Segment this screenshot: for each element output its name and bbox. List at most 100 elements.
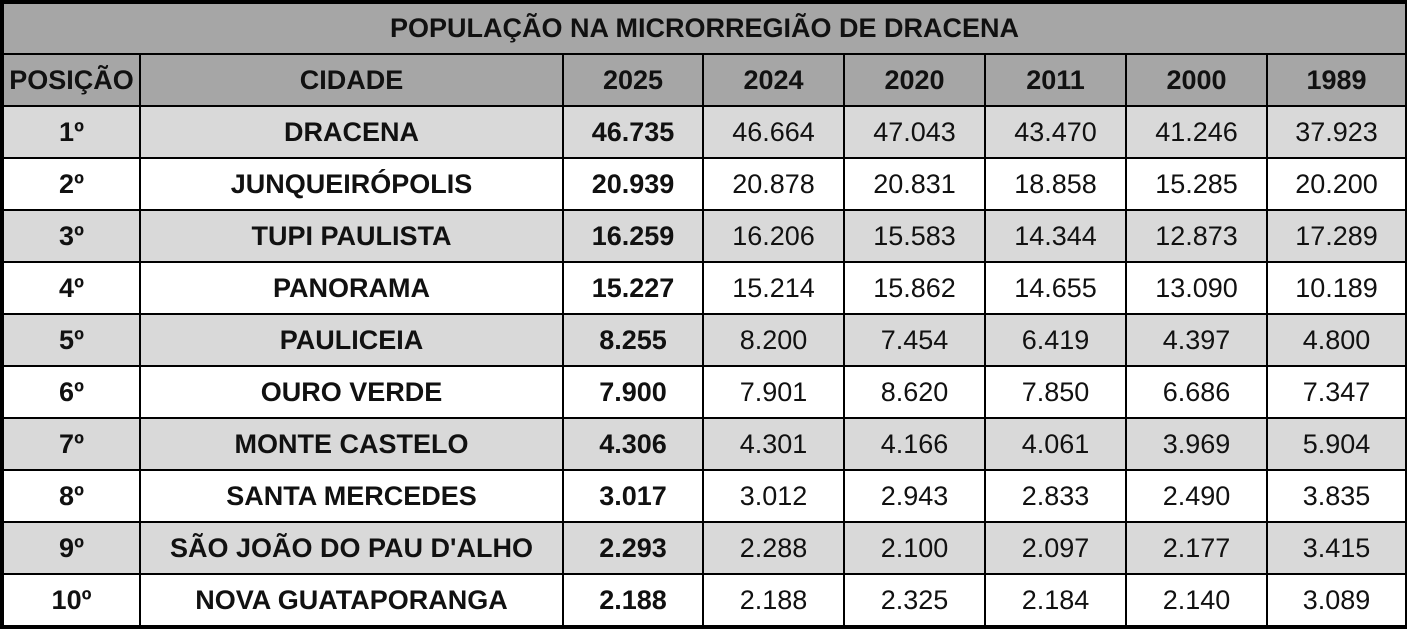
row-value-2024: 4.301 [702,417,845,471]
row-city: OURO VERDE [139,365,564,419]
row-position: 3º [2,209,141,263]
row-value-2025: 7.900 [562,365,704,419]
row-value-2020: 15.583 [843,209,986,263]
column-header-position: POSIÇÃO [2,53,141,107]
row-value-2024: 2.188 [702,573,845,627]
row-value-2024: 20.878 [702,157,845,211]
row-position: 9º [2,521,141,575]
row-value-1989: 3.089 [1265,573,1407,627]
row-city: PANORAMA [139,261,564,315]
row-value-2024: 46.664 [702,105,845,159]
row-value-1989: 37.923 [1265,105,1407,159]
row-value-2020: 8.620 [843,365,986,419]
column-header-2011: 2011 [984,53,1127,107]
row-value-2011: 14.344 [984,209,1127,263]
row-value-2025: 20.939 [562,157,704,211]
row-value-2000: 41.246 [1125,105,1268,159]
row-value-1989: 17.289 [1265,209,1407,263]
table-title-row: POPULAÇÃO NA MICRORREGIÃO DE DRACENA [1,2,1407,55]
row-value-2020: 20.831 [843,157,986,211]
table-row: 1º DRACENA 46.735 46.664 47.043 43.470 4… [2,105,1407,159]
row-value-2025: 2.188 [562,573,704,627]
row-value-2025: 2.293 [562,521,704,575]
row-value-2024: 15.214 [702,261,845,315]
row-value-2000: 2.177 [1125,521,1268,575]
row-position: 2º [2,157,141,211]
row-city: SANTA MERCEDES [139,469,564,523]
column-header-2024: 2024 [702,53,845,107]
row-value-2011: 2.097 [984,521,1127,575]
row-value-1989: 20.200 [1265,157,1407,211]
row-city: DRACENA [139,105,564,159]
table-row: 8º SANTA MERCEDES 3.017 3.012 2.943 2.83… [2,469,1407,523]
row-city: MONTE CASTELO [139,417,564,471]
row-city: SÃO JOÃO DO PAU D'ALHO [139,521,564,575]
column-header-2020: 2020 [843,53,986,107]
row-value-2011: 6.419 [984,313,1127,367]
row-value-2025: 16.259 [562,209,704,263]
row-value-2024: 3.012 [702,469,845,523]
table-row: 10º NOVA GUATAPORANGA 2.188 2.188 2.325 … [2,573,1407,627]
row-value-2011: 2.833 [984,469,1127,523]
row-value-2011: 2.184 [984,573,1127,627]
row-value-1989: 5.904 [1265,417,1407,471]
row-value-2000: 13.090 [1125,261,1268,315]
row-value-2000: 12.873 [1125,209,1268,263]
row-value-2020: 2.325 [843,573,986,627]
row-position: 8º [2,469,141,523]
row-value-2020: 2.100 [843,521,986,575]
row-value-2025: 46.735 [562,105,704,159]
table-row: 9º SÃO JOÃO DO PAU D'ALHO 2.293 2.288 2.… [2,521,1407,575]
row-city: NOVA GUATAPORANGA [139,573,564,627]
row-value-2025: 4.306 [562,417,704,471]
row-value-2020: 4.166 [843,417,986,471]
row-city: TUPI PAULISTA [139,209,564,263]
row-value-2000: 2.140 [1125,573,1268,627]
row-value-2024: 7.901 [702,365,845,419]
row-position: 6º [2,365,141,419]
row-value-2024: 16.206 [702,209,845,263]
row-value-2011: 4.061 [984,417,1127,471]
table-row: 2º JUNQUEIRÓPOLIS 20.939 20.878 20.831 1… [2,157,1407,211]
row-value-2000: 2.490 [1125,469,1268,523]
row-value-1989: 10.189 [1265,261,1407,315]
row-position: 1º [2,105,141,159]
row-value-2011: 14.655 [984,261,1127,315]
row-value-2024: 8.200 [702,313,845,367]
row-value-2020: 2.943 [843,469,986,523]
row-position: 5º [2,313,141,367]
row-position: 10º [2,573,141,627]
row-value-2025: 3.017 [562,469,704,523]
column-header-1989: 1989 [1265,53,1407,107]
column-header-row: POSIÇÃO CIDADE 2025 2024 2020 2011 2000 … [2,53,1407,107]
row-value-2020: 7.454 [843,313,986,367]
row-value-2020: 15.862 [843,261,986,315]
row-value-1989: 3.835 [1265,469,1407,523]
column-header-2025: 2025 [562,53,704,107]
row-value-2000: 6.686 [1125,365,1268,419]
row-value-1989: 7.347 [1265,365,1407,419]
row-value-2020: 47.043 [843,105,986,159]
row-value-2011: 43.470 [984,105,1127,159]
row-value-2000: 4.397 [1125,313,1268,367]
row-value-1989: 3.415 [1265,521,1407,575]
table-row: 7º MONTE CASTELO 4.306 4.301 4.166 4.061… [2,417,1407,471]
row-position: 7º [2,417,141,471]
row-value-2024: 2.288 [702,521,845,575]
row-position: 4º [2,261,141,315]
row-value-2025: 15.227 [562,261,704,315]
table-row: 4º PANORAMA 15.227 15.214 15.862 14.655 … [2,261,1407,315]
row-value-1989: 4.800 [1265,313,1407,367]
row-value-2000: 15.285 [1125,157,1268,211]
table-row: 5º PAULICEIA 8.255 8.200 7.454 6.419 4.3… [2,313,1407,367]
column-header-city: CIDADE [139,53,564,107]
row-value-2025: 8.255 [562,313,704,367]
row-city: PAULICEIA [139,313,564,367]
row-value-2011: 18.858 [984,157,1127,211]
row-value-2011: 7.850 [984,365,1127,419]
row-value-2000: 3.969 [1125,417,1268,471]
column-header-2000: 2000 [1125,53,1268,107]
row-city: JUNQUEIRÓPOLIS [139,157,564,211]
